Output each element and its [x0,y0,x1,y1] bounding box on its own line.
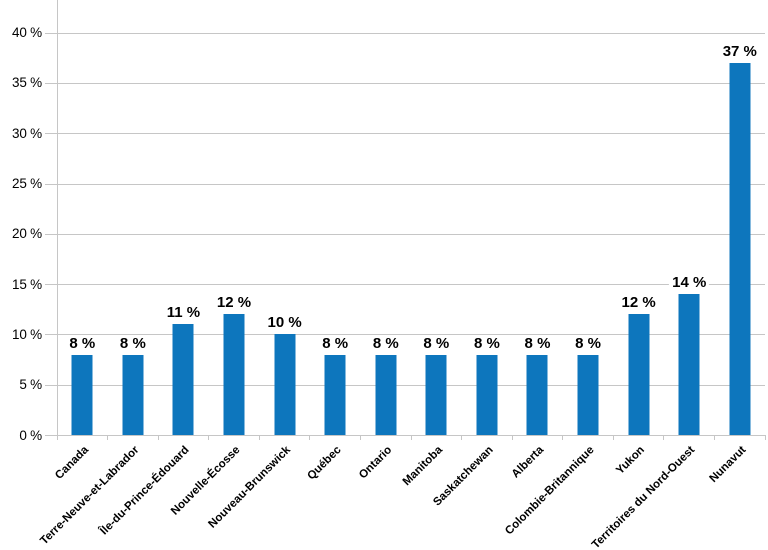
category-label: Manitoba [400,444,445,489]
bar-slot: 8 % [512,0,563,435]
y-axis-tick-label-cut-off: 45 % [0,0,42,2]
bar-value-label: 11 % [163,304,204,322]
y-axis-tick-label: 25 % [12,176,42,191]
bar-yukon [628,314,650,435]
bar-slot: 8 % [360,0,411,435]
bar-slot: 11 % [158,0,209,435]
bar-manitoba [425,354,447,435]
x-axis-tick [56,435,58,440]
bar-value-label: 37 % [719,42,760,60]
bar-slot: 8 % [310,0,361,435]
bar-value-label: 10 % [264,314,305,332]
bar-saskatchewan [476,354,498,435]
category-label: Ontario [356,444,395,482]
bar-value-label: 8 % [319,334,352,352]
gridline-15 [45,284,765,286]
y-axis-line [57,0,58,435]
bar-alberta [526,354,548,435]
gridline-10 [45,334,765,336]
x-axis-tick [157,435,159,440]
bar-slot: 12 % [209,0,260,435]
y-axis-tick-label: 0 % [19,427,42,443]
y-axis-tick-label: 35 % [12,75,42,91]
plot-area: 0 %5 %10 %15 %20 %25 %30 %35 %40 %45 % 8… [12,0,766,443]
gridline-0 [45,435,765,436]
category-label: Québec [305,444,344,483]
x-axis-tick [359,435,361,440]
y-axis-tick-label: 15 % [12,276,42,292]
bar-value-label: 14 % [669,274,710,292]
x-axis-tick [461,435,463,440]
x-axis-tick [511,435,513,440]
bar-slot: 8 % [57,0,108,435]
bar-slot: 12 % [613,0,664,435]
category-label: Canada [52,444,91,482]
x-axis-tick [713,435,715,440]
x-axis-tick [612,435,614,440]
bar-value-label: 8 % [420,334,453,352]
category-label: Colombie-Britannique [503,444,597,538]
bar-ontario [375,354,397,435]
gridline-20 [45,233,765,235]
bar-slot: 8 % [563,0,614,435]
y-axis-tick-label: 40 % [12,25,42,41]
bar-value-label: 8 % [369,334,402,352]
bar-canada [71,354,93,435]
category-label: Yukon [614,444,648,477]
x-axis-tick [410,435,412,440]
gridline-40 [45,32,765,34]
x-axis-tick [663,435,665,440]
bar-slot: 14 % [664,0,715,435]
bar-value-label: 8 % [470,334,503,352]
bar-value-label: 12 % [213,294,255,312]
bar--le-du-prince-douard [172,324,194,435]
y-axis-tick-label: 5 % [19,377,42,393]
bar-slot: 8 % [108,0,159,435]
bar-value-label: 8 % [66,334,99,352]
x-axis-tick [562,435,564,440]
bar-value-label: 8 % [116,334,149,352]
category-label: Nunavut [707,444,749,486]
y-axis-tick-label: 20 % [12,226,42,242]
x-axis-tick [258,435,260,440]
x-axis-tick [764,435,766,440]
gridline-25 [45,183,765,185]
category-label: Terre-Neuve-et-Labrador [38,444,142,548]
bar-slot: 8 % [411,0,462,435]
gridline-35 [45,82,765,84]
x-axis-labels: Canada Terre-Neuve-et-Labrador Île-du-Prin… [38,441,765,550]
category-label: Territoires du Nord-Ouest [590,444,698,550]
bar-value-label: 8 % [572,334,604,352]
bar-nunavut [729,62,751,435]
category-label: Île-du-Prince-Édouard [98,444,192,538]
bar-nouvelle-cosse [223,314,245,435]
bar-terre-neuve-et-labrador [122,354,144,435]
x-axis-tick [208,435,210,440]
bar-colombie-britannique [577,354,599,435]
bars-layer: 8 % 8 % 11 % 12 % 10 % 8 % 8 % 8 % 8 % 8 % 8 % 12 %… [57,0,765,435]
bar-territoires-du-nord-ouest [678,294,700,435]
category-label: Alberta [509,444,546,481]
bar-nouveau-brunswick [274,334,296,435]
bar-qu-bec [324,354,346,435]
x-axis-tick [107,435,109,440]
y-axis-tick-label: 30 % [12,125,42,141]
bar-slot: 37 % [715,0,766,435]
bar-value-label: 8 % [521,334,554,352]
bar-value-label: 12 % [618,294,659,312]
y-axis-tick-label: 10 % [12,326,42,342]
gridline-30 [45,133,765,135]
bar-slot: 10 % [259,0,310,435]
bar-slot: 8 % [462,0,513,435]
x-axis-tick [309,435,311,440]
gridline-5 [45,384,765,386]
